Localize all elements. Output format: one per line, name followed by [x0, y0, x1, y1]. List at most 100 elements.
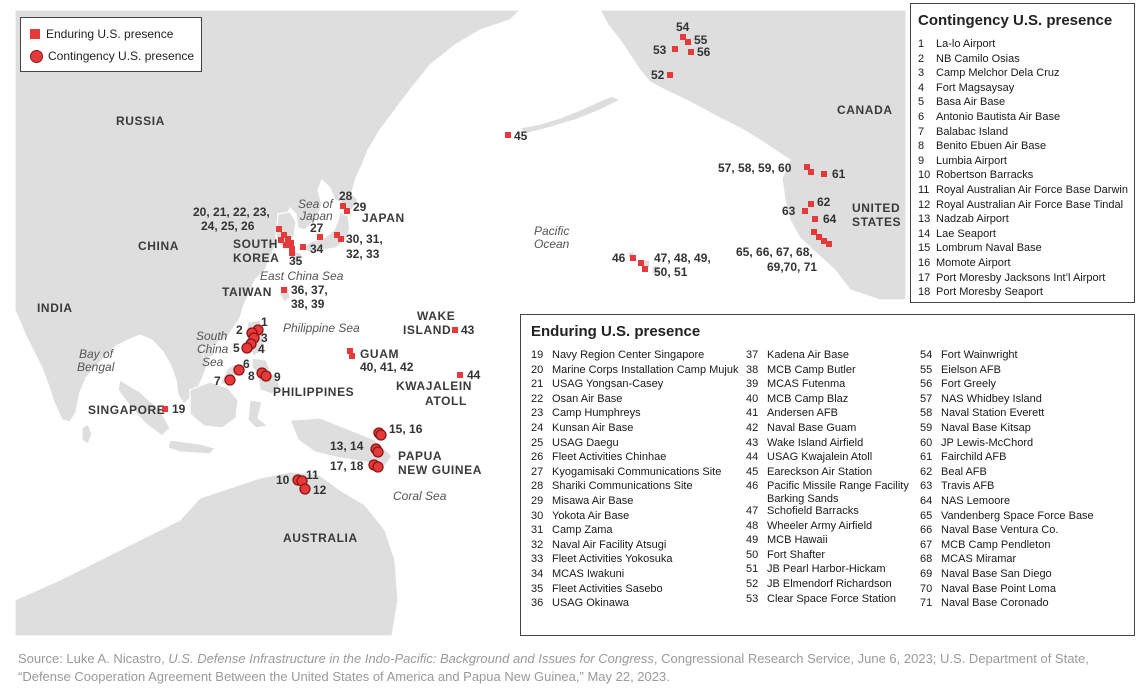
list-item: 9 Lumbia Airport — [918, 154, 1134, 169]
land-java — [167, 439, 217, 455]
mlabel-50-51: 50, 51 — [654, 265, 688, 279]
item-number: 17 — [918, 271, 931, 284]
item-name: Vandenberg Space Force Base — [941, 509, 1094, 522]
marker-19 — [162, 406, 168, 412]
list-item: 29 Misawa Air Base — [531, 494, 738, 509]
list-item: 4 Fort Magsaysay — [918, 81, 1134, 96]
marker-67 — [821, 238, 827, 244]
item-name: Port Moresby Seaport — [936, 286, 1043, 299]
label-wake: WAKE — [417, 309, 455, 323]
item-number: 52 — [746, 577, 759, 590]
mlabel-57-60: 57, 58, 59, 60 — [718, 161, 792, 175]
mlabel-34: 34 — [310, 242, 324, 256]
mlabel-69-71: 69,70, 71 — [767, 260, 817, 274]
list-item: 16 Momote Airport — [918, 256, 1134, 271]
item-number: 42 — [746, 421, 759, 434]
mlabel-46: 46 — [612, 251, 626, 265]
land-sumatra — [117, 379, 171, 437]
list-item: 38 MCB Camp Butler — [746, 363, 909, 378]
item-name: Naval Base Coronado — [941, 597, 1049, 610]
item-number: 59 — [920, 421, 933, 434]
water-labels: Sea of Japan East China Sea Pacific Ocea… — [77, 197, 570, 503]
list-item: 6 Antonio Bautista Air Base — [918, 110, 1134, 125]
label-island: ISLAND — [403, 323, 451, 337]
item-number: 1 — [918, 38, 925, 50]
item-name: NAS Whidbey Island — [941, 392, 1042, 405]
contingency-panel: Contingency U.S. presence 1 La-lo Airport… — [910, 3, 1135, 303]
list-item: 43 Wake Island Airfield — [746, 436, 909, 451]
mlabel-1: 1 — [261, 315, 268, 329]
land-north-america — [599, 9, 907, 301]
item-name: Port Moresby Jacksons Int’l Airport — [936, 271, 1106, 284]
enduring-markers — [162, 34, 832, 412]
mlabel-47-49: 47, 48, 49, — [654, 251, 711, 265]
mlabel-52: 52 — [651, 68, 665, 82]
label-east-china-sea: East China Sea — [260, 269, 344, 283]
item-name: Royal Australian Air Force Base Darwin — [936, 183, 1128, 196]
item-number: 71 — [920, 597, 933, 610]
item-number: 40 — [746, 392, 759, 405]
list-item: 57 NAS Whidbey Island — [920, 392, 1094, 407]
label-korea: KOREA — [233, 251, 279, 265]
legend-contingency-label: Contingency U.S. presence — [48, 49, 195, 63]
label-taiwan: TAIWAN — [222, 285, 272, 299]
item-name: Eareckson Air Station — [767, 465, 873, 478]
list-item: 65 Vandenberg Space Force Base — [920, 509, 1094, 524]
item-name: Kyogamisaki Communications Site — [552, 465, 722, 478]
item-name: Camp Humphreys — [552, 407, 641, 420]
label-japan: JAPAN — [362, 211, 405, 225]
mlabel-12: 12 — [313, 483, 327, 497]
item-number: 14 — [918, 227, 931, 240]
land-hainan — [201, 345, 215, 359]
item-name: Osan Air Base — [552, 392, 623, 405]
mlabel-28: 28 — [339, 189, 353, 203]
item-number: 29 — [531, 494, 544, 507]
list-item: 60 JP Lewis-McChord — [920, 436, 1094, 451]
item-name: Fort Magsaysay — [936, 81, 1015, 94]
mlabel-38-39: 38, 39 — [291, 297, 325, 311]
item-name: MCB Camp Blaz — [767, 392, 849, 405]
marker-28 — [340, 203, 346, 209]
marker-36 — [281, 287, 287, 293]
item-name: Schofield Barracks — [767, 504, 859, 517]
item-number: 34 — [531, 567, 544, 580]
item-name: USAG Kwajalein Atoll — [767, 451, 873, 464]
list-item: 15 Lombrum Naval Base — [918, 241, 1134, 256]
item-number: 41 — [746, 407, 759, 420]
item-name: USAG Yongsan-Casey — [552, 378, 664, 391]
item-number: 50 — [746, 548, 759, 561]
item-name: MCB Camp Pendleton — [941, 538, 1051, 551]
land-australia — [14, 471, 399, 637]
list-item: 3 Camp Melchor Dela Cruz — [918, 66, 1134, 81]
label-china: CHINA — [138, 239, 179, 253]
mlabel-36-37: 36, 37, — [291, 283, 328, 297]
item-number: 54 — [920, 349, 933, 361]
item-number: 28 — [531, 480, 544, 493]
item-number: 6 — [918, 110, 925, 123]
item-name: Fort Greely — [941, 378, 997, 391]
label-australia: AUSTRALIA — [283, 531, 358, 545]
land-sulawesi — [247, 399, 270, 429]
list-item: 53 Clear Space Force Station — [746, 592, 909, 607]
item-name: Fleet Activities Sasebo — [552, 582, 663, 595]
mlabel-24-26: 24, 25, 26 — [201, 219, 255, 233]
list-item: 20 Marine Corps Installation Camp Mujuk — [531, 363, 738, 378]
item-name: MCAS Miramar — [941, 553, 1017, 566]
label-sea-of: Sea of — [298, 197, 334, 211]
list-item: 8 Benito Ebuen Air Base — [918, 139, 1134, 154]
item-name: Momote Airport — [936, 256, 1011, 269]
list-item-continued: Barking Sands — [767, 492, 839, 505]
item-name: Fort Wainwright — [941, 349, 1018, 361]
marker-22 — [278, 237, 284, 243]
land-aleutians — [518, 95, 622, 135]
marker-41 — [349, 353, 355, 359]
contingency-list: 1 La-lo Airport 2 NB Camilo Osias 3 Camp Melc… — [918, 37, 1134, 300]
list-item: 34 MCAS Iwakuni — [531, 567, 738, 582]
list-item: 54 Fort Wainwright — [920, 348, 1094, 363]
item-name: Marine Corps Installation Camp Mujuk — [552, 363, 739, 376]
mlabel-17-18: 17, 18 — [330, 459, 364, 473]
label-russia: RUSSIA — [116, 114, 165, 128]
item-name: Naval Base San Diego — [941, 567, 1052, 580]
mlabel-56: 56 — [697, 45, 711, 59]
mlabel-43: 43 — [461, 323, 475, 337]
